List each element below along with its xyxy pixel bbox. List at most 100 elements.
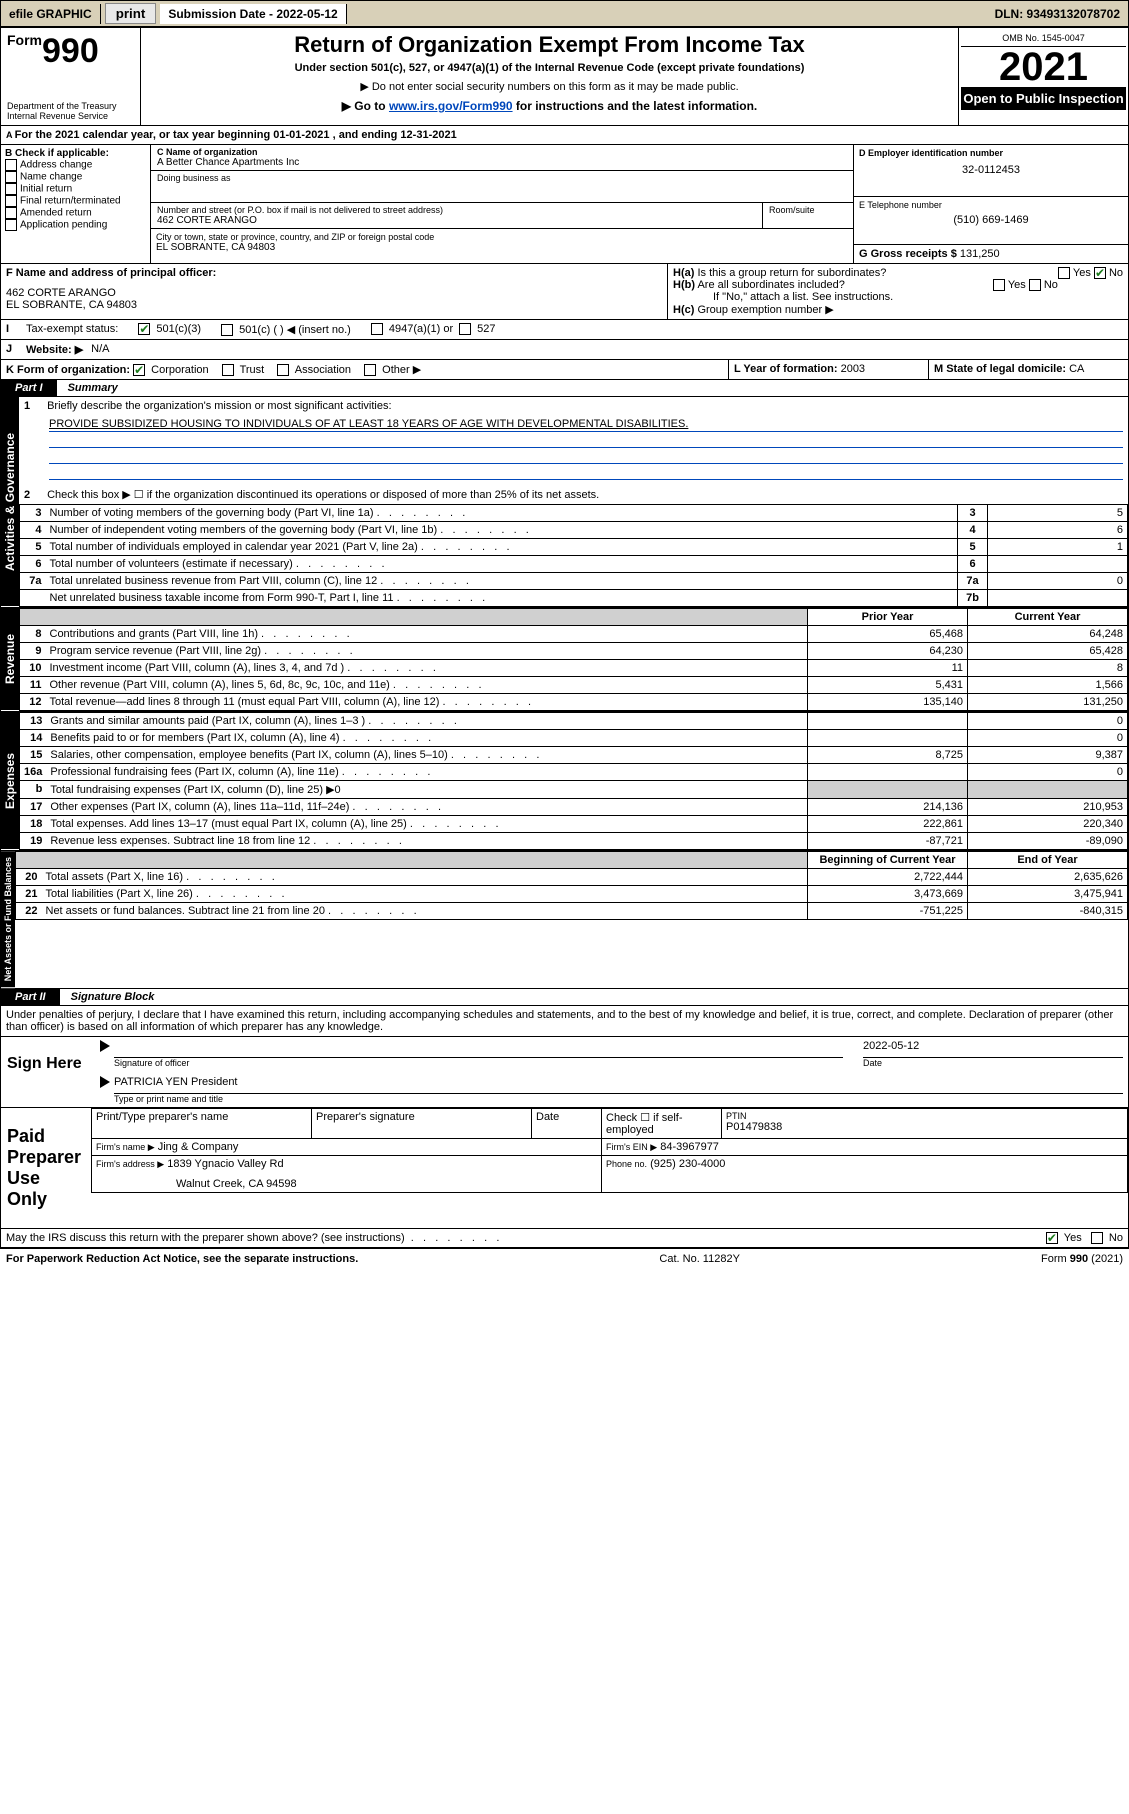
d-label: D Employer identification number — [859, 148, 1123, 158]
cb-hb-no[interactable] — [1029, 279, 1041, 291]
website-value: N/A — [91, 343, 109, 356]
may-irs-row: May the IRS discuss this return with the… — [1, 1229, 1128, 1248]
irs-link[interactable]: www.irs.gov/Form990 — [389, 99, 513, 113]
cb-final-return[interactable] — [5, 195, 17, 207]
sig-date-label: Date — [863, 1058, 1123, 1068]
cb-name-change[interactable] — [5, 171, 17, 183]
part2-header: Part II Signature Block — [1, 989, 1128, 1006]
arrow-icon — [100, 1076, 110, 1088]
cb-app-pending[interactable] — [5, 219, 17, 231]
table-row: 21Total liabilities (Part X, line 26)3,4… — [16, 886, 1128, 903]
firm-ein-label: Firm's EIN ▶ — [606, 1142, 657, 1152]
form-title: Return of Organization Exempt From Incom… — [147, 32, 952, 58]
hc-label: Group exemption number ▶ — [697, 304, 833, 316]
table-row: 7aTotal unrelated business revenue from … — [20, 573, 1128, 590]
paid-preparer-block: Paid Preparer Use Only Print/Type prepar… — [1, 1108, 1128, 1229]
table-row: 3Number of voting members of the governi… — [20, 505, 1128, 522]
goto-pre: ▶ Go to — [342, 99, 389, 113]
cb-501c3[interactable] — [138, 323, 150, 335]
part1-header: Part I Summary — [1, 380, 1128, 397]
state-domicile: CA — [1069, 363, 1084, 375]
cb-4947[interactable] — [371, 323, 383, 335]
line2-text: Check this box ▶ ☐ if the organization d… — [47, 489, 599, 501]
addr-label: Number and street (or P.O. box if mail i… — [157, 205, 756, 215]
part1-title: Summary — [60, 382, 118, 394]
col-b: B Check if applicable: Address change Na… — [1, 145, 151, 263]
form-word: Form — [7, 32, 42, 48]
cb-ha-no[interactable] — [1094, 267, 1106, 279]
cb-501c[interactable] — [221, 324, 233, 336]
table-row: 17Other expenses (Part IX, column (A), l… — [20, 799, 1128, 816]
officer-addr2: EL SOBRANTE, CA 94803 — [6, 299, 662, 311]
row-j: J Website: ▶ N/A — [1, 340, 1128, 360]
footer-right: Form 990 (2021) — [1041, 1253, 1123, 1265]
firm-name-label: Firm's name ▶ — [96, 1142, 155, 1152]
firm-phone: (925) 230-4000 — [650, 1158, 725, 1170]
firm-ein: 84-3967977 — [660, 1141, 719, 1153]
sign-here-block: Sign Here Signature of officer 2022-05-1… — [1, 1037, 1128, 1108]
tab-revenue: Revenue — [1, 608, 19, 711]
form-container: Form990 Department of the Treasury Inter… — [0, 27, 1129, 1249]
prep-date-label: Date — [532, 1109, 602, 1139]
row-i: I Tax-exempt status: 501(c)(3) 501(c) ( … — [1, 320, 1128, 340]
footer-mid: Cat. No. 11282Y — [659, 1253, 740, 1265]
tab-governance: Activities & Governance — [1, 397, 19, 607]
part1-label: Part I — [1, 380, 57, 396]
table-row: 11Other revenue (Part VIII, column (A), … — [20, 677, 1128, 694]
arrow-icon — [100, 1040, 110, 1052]
cb-527[interactable] — [459, 323, 471, 335]
expenses-section: Expenses 13Grants and similar amounts pa… — [1, 711, 1128, 850]
b-label: B Check if applicable: — [5, 148, 146, 159]
sig-date: 2022-05-12 — [863, 1040, 919, 1052]
firm-name: Jing & Company — [158, 1141, 239, 1153]
cb-trust[interactable] — [222, 364, 234, 376]
table-row: bTotal fundraising expenses (Part IX, co… — [20, 781, 1128, 799]
goto-post: for instructions and the latest informat… — [513, 99, 758, 113]
table-header: Prior YearCurrent Year — [20, 609, 1128, 626]
cb-corp[interactable] — [133, 364, 145, 376]
cb-irs-yes[interactable] — [1046, 1232, 1058, 1244]
cb-address-change[interactable] — [5, 159, 17, 171]
table-row: 19Revenue less expenses. Subtract line 1… — [20, 833, 1128, 850]
phone-value: (510) 669-1469 — [859, 214, 1123, 226]
form-header: Form990 Department of the Treasury Inter… — [1, 28, 1128, 126]
firm-phone-label: Phone no. — [606, 1159, 647, 1169]
subtitle-1: Under section 501(c), 527, or 4947(a)(1)… — [147, 62, 952, 74]
table-row: 18Total expenses. Add lines 13–17 (must … — [20, 816, 1128, 833]
sig-officer-label: Signature of officer — [114, 1058, 843, 1068]
dept-treasury: Department of the Treasury — [7, 101, 134, 111]
officer-addr1: 462 CORTE ARANGO — [6, 287, 662, 299]
cb-hb-yes[interactable] — [993, 279, 1005, 291]
g-label: G Gross receipts $ — [859, 248, 957, 260]
sign-here-label: Sign Here — [1, 1037, 91, 1107]
firm-addr1: 1839 Ygnacio Valley Rd — [167, 1158, 283, 1170]
room-label: Room/suite — [769, 205, 847, 215]
submission-date: Submission Date - 2022-05-12 — [160, 4, 346, 24]
print-button[interactable]: print — [105, 3, 157, 24]
self-employed-check: Check ☐ if self-employed — [602, 1109, 722, 1139]
gross-receipts: 131,250 — [960, 248, 1000, 260]
efile-label: efile GRAPHIC — [1, 4, 101, 24]
l-label: L Year of formation: — [734, 363, 838, 375]
m-label: M State of legal domicile: — [934, 363, 1066, 375]
h-note: If "No," attach a list. See instructions… — [673, 291, 1123, 303]
cb-initial-return[interactable] — [5, 183, 17, 195]
ptin-label: PTIN — [726, 1111, 1123, 1121]
table-row: 16aProfessional fundraising fees (Part I… — [20, 764, 1128, 781]
table-row: 22Net assets or fund balances. Subtract … — [16, 903, 1128, 920]
cb-irs-no[interactable] — [1091, 1232, 1103, 1244]
cb-ha-yes[interactable] — [1058, 267, 1070, 279]
row-klm: K Form of organization: Corporation Trus… — [1, 360, 1128, 380]
hb-label: Are all subordinates included? — [697, 279, 844, 291]
table-row: 12Total revenue—add lines 8 through 11 (… — [20, 694, 1128, 711]
cb-amended[interactable] — [5, 207, 17, 219]
dba-label: Doing business as — [157, 173, 847, 183]
mission-text: PROVIDE SUBSIDIZED HOUSING TO INDIVIDUAL… — [49, 418, 688, 430]
cb-assoc[interactable] — [277, 364, 289, 376]
col-c: C Name of organization A Better Chance A… — [151, 145, 853, 263]
tab-expenses: Expenses — [1, 712, 19, 850]
f-label: F Name and address of principal officer: — [6, 267, 662, 279]
open-public-badge: Open to Public Inspection — [961, 87, 1126, 110]
cb-other[interactable] — [364, 364, 376, 376]
table-row: Net unrelated business taxable income fr… — [20, 590, 1128, 607]
